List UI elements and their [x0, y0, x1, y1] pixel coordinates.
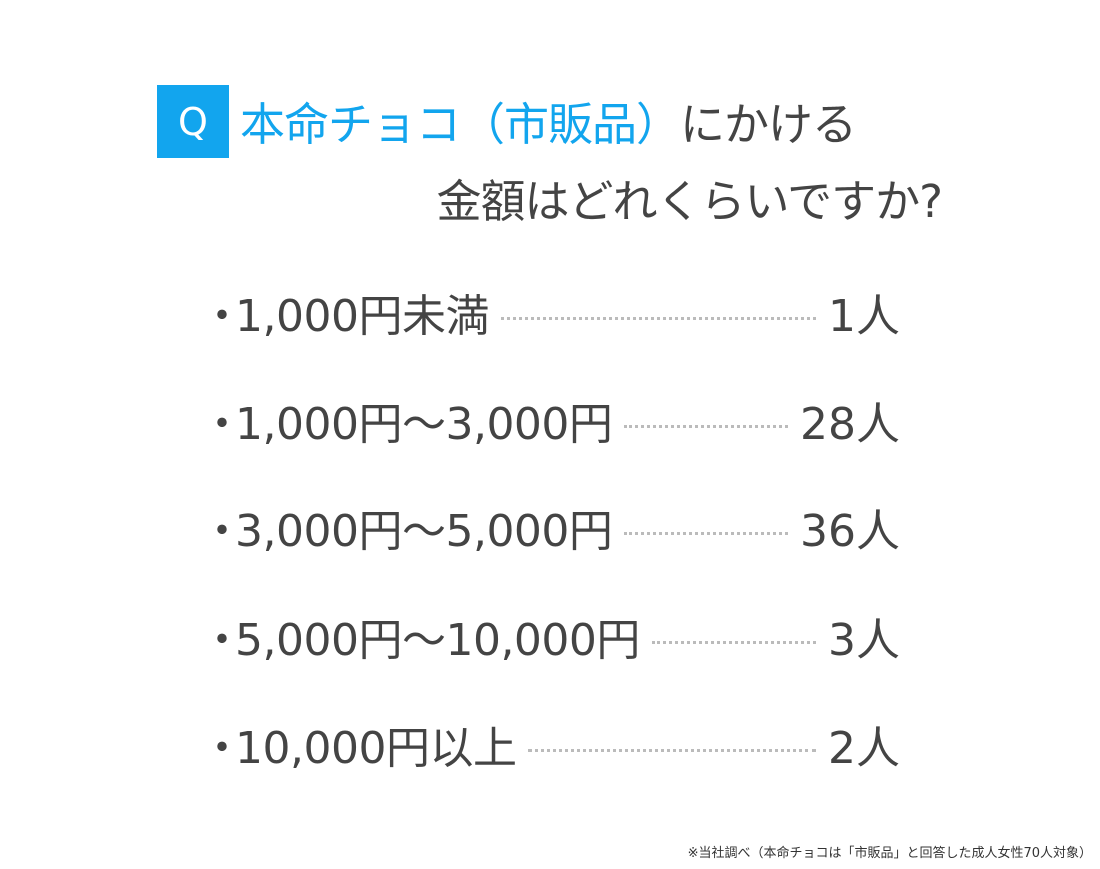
item-count: 1人 [828, 291, 900, 342]
question-title-line2: 金額はどれくらいですか? [436, 175, 943, 228]
dot-leader [624, 424, 788, 428]
list-item: ・ 1,000円未満 1人 [200, 282, 900, 342]
list-item: ・ 10,000円以上 2人 [200, 714, 900, 774]
list-item: ・ 1,000円～3,000円 28人 [200, 390, 900, 450]
question-title-line1: 本命チョコ（市販品）にかける [240, 88, 857, 153]
item-label: 3,000円～5,000円 [235, 506, 613, 557]
bullet: ・ [200, 506, 244, 557]
bullet: ・ [200, 723, 244, 774]
bullet: ・ [200, 615, 244, 666]
dot-leader [500, 316, 816, 320]
list-item: ・ 3,000円～5,000円 36人 [200, 497, 900, 557]
list-item: ・ 5,000円～10,000円 3人 [200, 606, 900, 666]
item-label: 1,000円～3,000円 [235, 399, 613, 450]
dot-leader [528, 748, 816, 752]
question-highlight: 本命チョコ（市販品） [240, 98, 681, 151]
bullet: ・ [200, 291, 244, 342]
item-count: 2人 [828, 723, 900, 774]
item-label: 5,000円～10,000円 [235, 615, 640, 666]
bullet: ・ [200, 399, 244, 450]
item-count: 36人 [800, 506, 900, 557]
item-count: 3人 [828, 615, 900, 666]
footnote: ※当社調べ（本命チョコは「市販品」と回答した成人女性70人対象） [687, 846, 1092, 861]
item-count: 28人 [800, 399, 900, 450]
question-line1-rest: にかける [680, 98, 857, 151]
question-badge: Q [157, 85, 229, 158]
dot-leader [624, 531, 788, 535]
item-label: 1,000円未満 [235, 291, 489, 342]
item-label: 10,000円以上 [235, 723, 517, 774]
dot-leader [651, 640, 816, 644]
